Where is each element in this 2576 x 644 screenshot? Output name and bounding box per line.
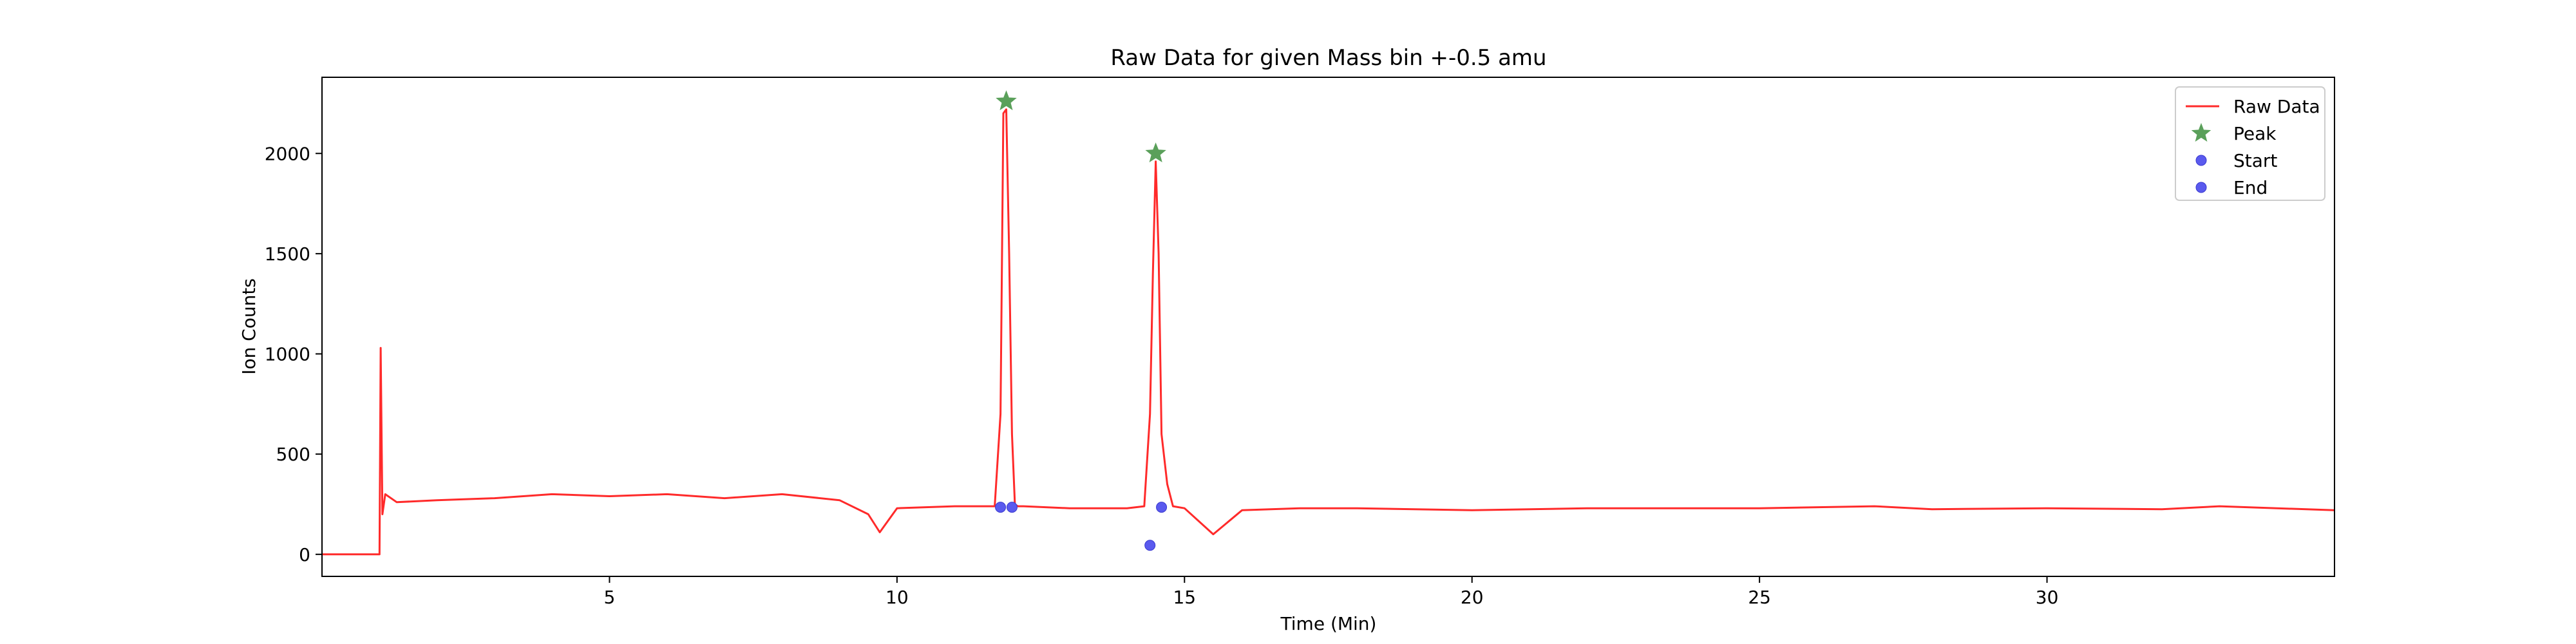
y-tick-label: 1000	[265, 344, 310, 365]
x-tick-label: 30	[2036, 587, 2059, 608]
y-axis-label: Ion Counts	[238, 278, 260, 375]
y-tick-label: 0	[299, 544, 310, 565]
peak-marker	[996, 90, 1017, 111]
y-tick-label: 2000	[265, 143, 310, 164]
legend-label: End	[2233, 177, 2268, 198]
legend-label: Start	[2233, 150, 2277, 171]
legend: Raw Data Peak Start End	[2175, 86, 2325, 201]
legend-box	[2175, 86, 2325, 201]
x-tick-label: 25	[1748, 587, 1771, 608]
x-tick-label: 10	[886, 587, 909, 608]
y-tick-label: 1500	[265, 243, 310, 265]
y-axis: 0 500 1000 1500 2000	[265, 143, 322, 565]
plot-frame	[321, 77, 2335, 577]
x-axis-label: Time (Min)	[1280, 613, 1377, 634]
peak-marker	[1145, 142, 1166, 163]
x-tick-label: 5	[604, 587, 616, 608]
start-marker	[995, 502, 1007, 513]
x-axis: 5 10 15 20 25 30	[604, 576, 2059, 608]
end-marker	[1156, 502, 1168, 513]
end-marker	[1006, 502, 1018, 513]
legend-handle-dot	[2195, 155, 2207, 166]
series-raw-data-line	[322, 108, 2334, 556]
legend-label: Peak	[2233, 123, 2277, 144]
start-marker	[1144, 540, 1156, 551]
plot-area	[322, 90, 2334, 556]
legend-handle-dot	[2195, 182, 2207, 193]
x-tick-label: 20	[1461, 587, 1484, 608]
x-tick-label: 15	[1173, 587, 1196, 608]
legend-handle-star	[2191, 122, 2211, 142]
chart-title: Raw Data for given Mass bin +-0.5 amu	[1110, 45, 1546, 71]
legend-label: Raw Data	[2233, 96, 2320, 117]
y-tick-label: 500	[276, 444, 310, 465]
